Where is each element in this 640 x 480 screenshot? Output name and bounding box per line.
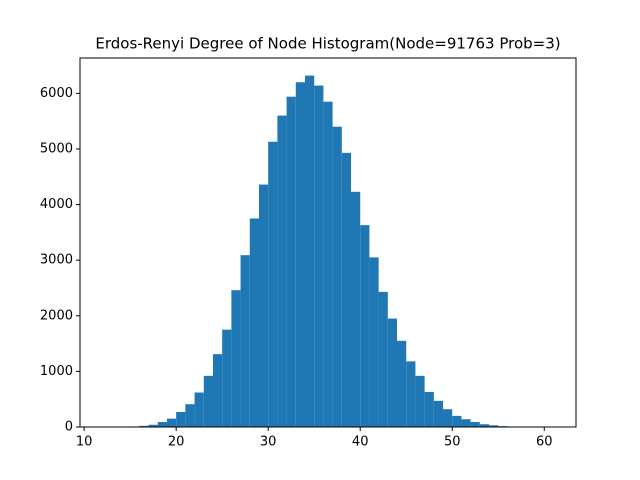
y-tick-label: 3000 bbox=[40, 253, 73, 268]
bar bbox=[415, 375, 425, 427]
bar bbox=[304, 75, 315, 428]
x-tick-label: 40 bbox=[352, 435, 369, 450]
bar bbox=[452, 415, 462, 427]
y-tick-label: 1000 bbox=[40, 364, 73, 379]
y-tick-label: 4000 bbox=[40, 197, 73, 212]
y-tick-label: 0 bbox=[65, 420, 73, 435]
y-tick-label: 5000 bbox=[40, 141, 73, 156]
bar bbox=[185, 404, 195, 427]
bar bbox=[249, 218, 259, 427]
x-tick-label: 60 bbox=[536, 435, 553, 450]
bar bbox=[397, 340, 407, 427]
bar bbox=[286, 96, 296, 427]
bar bbox=[479, 424, 490, 427]
x-tick-label: 50 bbox=[444, 435, 461, 450]
bar bbox=[258, 184, 269, 427]
bar bbox=[489, 425, 499, 427]
bar bbox=[212, 354, 223, 427]
bar bbox=[203, 375, 213, 427]
bar bbox=[222, 329, 232, 427]
bar bbox=[176, 411, 186, 427]
y-tick-label: 2000 bbox=[40, 308, 73, 323]
x-tick-label: 20 bbox=[168, 435, 185, 450]
bar bbox=[277, 115, 287, 427]
bar bbox=[443, 409, 453, 427]
bar bbox=[470, 421, 480, 427]
bar bbox=[323, 101, 333, 427]
bar bbox=[314, 85, 324, 427]
axes-frame bbox=[79, 57, 577, 428]
bar bbox=[240, 255, 250, 427]
x-tick-label: 30 bbox=[260, 435, 277, 450]
bar bbox=[406, 361, 416, 427]
bar bbox=[194, 392, 204, 427]
bar bbox=[378, 291, 388, 427]
bar bbox=[332, 126, 342, 427]
bar bbox=[433, 400, 444, 427]
bar bbox=[424, 391, 434, 427]
chart-title: Erdos-Renyi Degree of Node Histogram(Nod… bbox=[95, 35, 560, 53]
bar bbox=[268, 141, 278, 427]
bar bbox=[341, 152, 352, 427]
x-tick-label: 10 bbox=[76, 435, 93, 450]
bar bbox=[461, 419, 471, 427]
bar bbox=[148, 424, 158, 427]
bar bbox=[369, 257, 379, 427]
bar bbox=[157, 421, 167, 427]
bar bbox=[139, 425, 149, 427]
bar bbox=[387, 318, 398, 427]
bar bbox=[231, 290, 241, 427]
bar bbox=[166, 418, 177, 427]
y-tick-label: 6000 bbox=[40, 86, 73, 101]
bar bbox=[295, 82, 305, 427]
bar bbox=[360, 225, 370, 427]
bar bbox=[351, 191, 361, 427]
